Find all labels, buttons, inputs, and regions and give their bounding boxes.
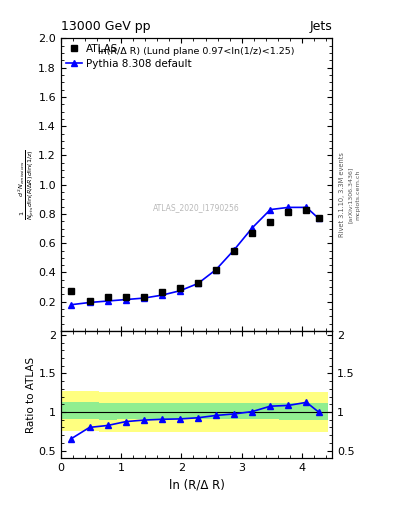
ATLAS (214, 266, 219, 272)
ATLAS (232, 248, 237, 254)
Text: ATLAS_2020_I1790256: ATLAS_2020_I1790256 (153, 204, 240, 212)
Pythia 8.308 default (105, 298, 110, 304)
Legend: ATLAS, Pythia 8.308 default: ATLAS, Pythia 8.308 default (64, 41, 194, 71)
ATLAS (160, 289, 164, 295)
ATLAS (250, 230, 255, 236)
X-axis label: ln (R/Δ R): ln (R/Δ R) (169, 479, 224, 492)
Text: 13000 GeV pp: 13000 GeV pp (61, 20, 151, 33)
Text: [arXiv:1306.3436]: [arXiv:1306.3436] (348, 166, 353, 223)
Pythia 8.308 default (232, 247, 237, 253)
Y-axis label: $\frac{1}{N_{jets}}\frac{d^2N_{emissions}}{d\ln(R/\Delta R)\,d\ln(1/z)}$: $\frac{1}{N_{jets}}\frac{d^2N_{emissions… (16, 149, 37, 220)
Pythia 8.308 default (160, 292, 164, 298)
Pythia 8.308 default (316, 215, 321, 221)
Pythia 8.308 default (178, 288, 182, 294)
Text: Rivet 3.1.10, 3.3M events: Rivet 3.1.10, 3.3M events (339, 152, 345, 237)
Pythia 8.308 default (87, 300, 92, 306)
Line: ATLAS: ATLAS (68, 207, 322, 305)
Pythia 8.308 default (214, 266, 219, 272)
ATLAS (69, 288, 74, 294)
ATLAS (141, 293, 146, 300)
Pythia 8.308 default (268, 206, 273, 212)
Pythia 8.308 default (196, 281, 200, 287)
Pythia 8.308 default (250, 225, 255, 231)
ATLAS (304, 207, 309, 214)
Pythia 8.308 default (286, 204, 291, 210)
Pythia 8.308 default (69, 302, 74, 308)
Pythia 8.308 default (123, 296, 128, 303)
ATLAS (316, 215, 321, 221)
Pythia 8.308 default (141, 295, 146, 301)
ATLAS (105, 293, 110, 300)
Line: Pythia 8.308 default: Pythia 8.308 default (68, 204, 322, 308)
Y-axis label: Ratio to ATLAS: Ratio to ATLAS (26, 356, 36, 433)
Text: mcplots.cern.ch: mcplots.cern.ch (356, 169, 361, 220)
Pythia 8.308 default (304, 204, 309, 210)
ATLAS (286, 209, 291, 215)
ATLAS (123, 294, 128, 301)
ATLAS (178, 285, 182, 291)
Text: ln(R/Δ R) (Lund plane 0.97<ln(1/z)<1.25): ln(R/Δ R) (Lund plane 0.97<ln(1/z)<1.25) (98, 47, 295, 56)
ATLAS (87, 298, 92, 304)
ATLAS (268, 219, 273, 225)
ATLAS (196, 280, 200, 286)
Text: Jets: Jets (309, 20, 332, 33)
